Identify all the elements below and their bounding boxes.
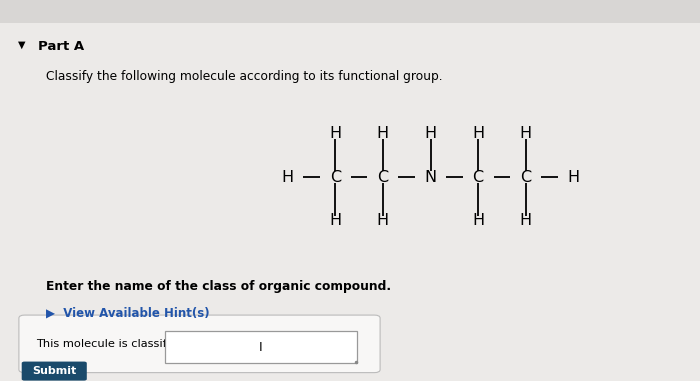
- FancyBboxPatch shape: [164, 331, 357, 363]
- Text: I: I: [258, 341, 262, 354]
- Text: H: H: [472, 126, 484, 141]
- FancyBboxPatch shape: [19, 315, 380, 373]
- Text: Enter the name of the class of organic compound.: Enter the name of the class of organic c…: [46, 280, 391, 293]
- Text: ▶  View Available Hint(s): ▶ View Available Hint(s): [46, 307, 209, 320]
- Text: H: H: [329, 213, 342, 229]
- Text: C: C: [330, 170, 341, 185]
- Text: N: N: [424, 170, 437, 185]
- Text: Part A: Part A: [38, 40, 85, 53]
- Text: This molecule is classified as a(n): This molecule is classified as a(n): [36, 339, 228, 349]
- Text: H: H: [281, 170, 294, 185]
- Text: ▼: ▼: [18, 40, 25, 50]
- Text: H: H: [519, 126, 532, 141]
- Text: H: H: [377, 213, 389, 229]
- Text: H: H: [519, 213, 532, 229]
- Text: H: H: [377, 126, 389, 141]
- Bar: [0, 0, 700, 23]
- Text: H: H: [567, 170, 580, 185]
- Text: H: H: [472, 213, 484, 229]
- Text: H: H: [329, 126, 342, 141]
- Text: C: C: [377, 170, 388, 185]
- Text: Classify the following molecule according to its functional group.: Classify the following molecule accordin…: [46, 70, 442, 83]
- Text: Submit: Submit: [32, 366, 76, 376]
- Text: H: H: [424, 126, 437, 141]
- Text: C: C: [520, 170, 531, 185]
- FancyBboxPatch shape: [22, 362, 87, 381]
- Text: C: C: [473, 170, 484, 185]
